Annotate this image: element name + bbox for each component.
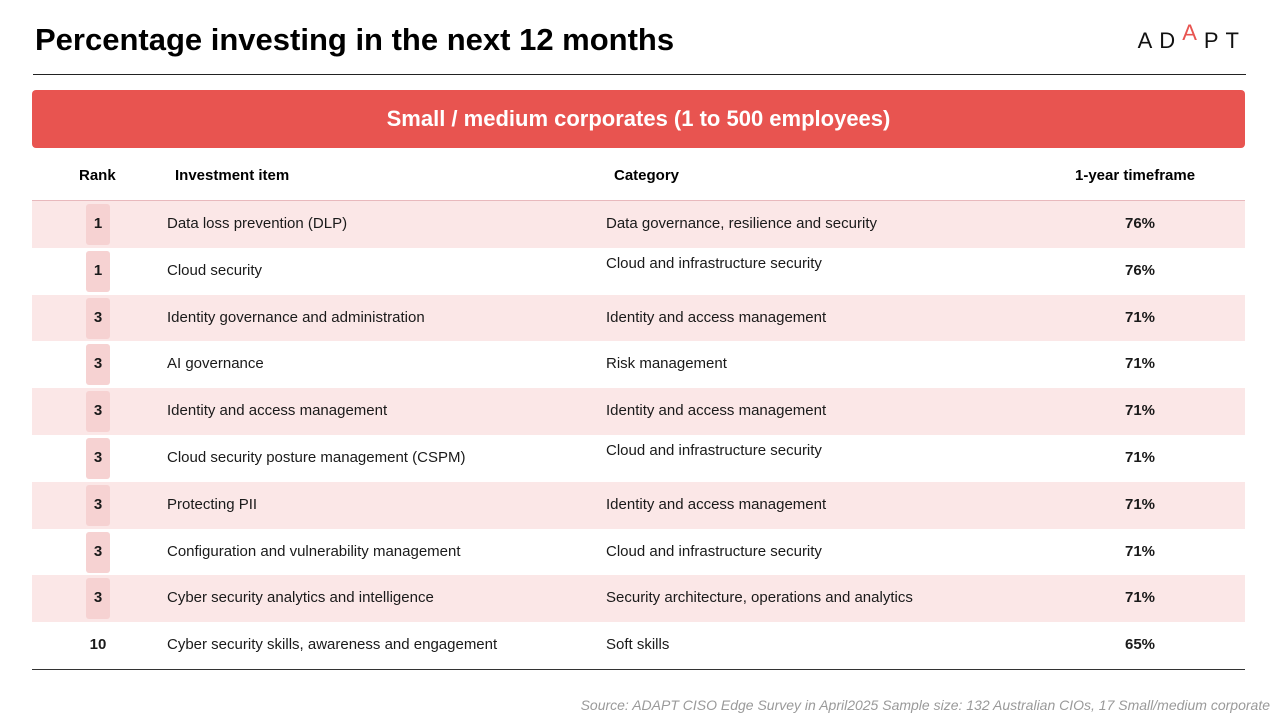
table-row: 10 Cyber security skills, awareness and e… bbox=[32, 622, 1245, 669]
table-row: 3 Identity and access management Identity … bbox=[32, 388, 1245, 435]
rank-cell: 3 bbox=[93, 308, 103, 326]
timeframe-percentage-cell: 71% bbox=[1124, 589, 1156, 607]
segment-banner-label: Small / medium corporates (1 to 500 empl… bbox=[386, 106, 891, 131]
rank-cell: 3 bbox=[93, 355, 103, 373]
rank-cell: 3 bbox=[93, 542, 103, 560]
category-cell: Soft skills bbox=[606, 636, 670, 654]
table-row: 3 AI governance Risk management 71% bbox=[32, 341, 1245, 388]
category-cell: Risk management bbox=[606, 355, 727, 373]
table-row: 3 Cyber security analytics and intelligen… bbox=[32, 575, 1245, 623]
timeframe-percentage-cell: 71% bbox=[1124, 542, 1156, 560]
category-cell: Identity and access management bbox=[606, 402, 827, 420]
category-cell: Cloud and infrastructure security bbox=[606, 542, 822, 560]
logo-text-start: AD bbox=[1137, 28, 1183, 53]
rank-cell: 1 bbox=[93, 215, 103, 232]
title-divider bbox=[33, 74, 1246, 75]
timeframe-percentage-cell: 65% bbox=[1124, 636, 1156, 654]
timeframe-percentage-cell: 76% bbox=[1124, 215, 1156, 232]
source-note: Source: ADAPT CISO Edge Survey in April2… bbox=[580, 697, 1270, 713]
timeframe-percentage-cell: 71% bbox=[1124, 402, 1156, 420]
rank-cell: 3 bbox=[93, 589, 103, 607]
rank-highlight bbox=[86, 297, 110, 339]
column-header-category: Category bbox=[614, 167, 680, 184]
investment-item-cell: Cloud security bbox=[167, 261, 263, 279]
rank-cell: 10 bbox=[89, 636, 107, 654]
investment-item-cell: Configuration and vulnerability manageme… bbox=[167, 542, 461, 560]
category-cell: Identity and access management bbox=[606, 495, 827, 513]
timeframe-percentage-cell: 71% bbox=[1124, 448, 1156, 466]
rank-cell: 3 bbox=[93, 402, 103, 420]
rank-cell: 1 bbox=[93, 261, 103, 279]
table-row: 1 Cloud security Cloud and infrastructure … bbox=[32, 248, 1245, 295]
investment-item-cell: Identity and access management bbox=[167, 402, 388, 420]
table-bottom-divider bbox=[32, 669, 1245, 670]
investment-item-cell: AI governance bbox=[167, 355, 264, 373]
table-row: 3 Protecting PII Identity and access manag… bbox=[32, 481, 1245, 529]
timeframe-percentage-cell: 71% bbox=[1124, 308, 1156, 326]
rank-highlight bbox=[86, 484, 110, 526]
investment-item-cell: Identity governance and administration bbox=[167, 308, 425, 326]
category-cell: Cloud and infrastructure security bbox=[606, 254, 822, 272]
logo-text-end: PT bbox=[1203, 28, 1246, 53]
table-row: 1 Data loss prevention (DLP) Data governan… bbox=[32, 201, 1245, 248]
category-cell: Security architecture, operations and an… bbox=[606, 589, 913, 607]
column-header-item: Investment item bbox=[175, 167, 290, 184]
rank-cell: 3 bbox=[93, 495, 103, 513]
rank-highlight bbox=[86, 344, 110, 386]
column-header-timeframe: 1-year timeframe bbox=[1075, 167, 1196, 184]
rank-highlight bbox=[86, 578, 110, 620]
timeframe-percentage-cell: 71% bbox=[1124, 495, 1156, 513]
category-cell: Data governance, resilience and security bbox=[606, 215, 877, 232]
category-cell: Cloud and infrastructure security bbox=[606, 441, 822, 459]
investment-item-cell: Protecting PII bbox=[167, 495, 258, 513]
rank-cell: 3 bbox=[93, 448, 103, 466]
timeframe-percentage-cell: 71% bbox=[1124, 355, 1156, 373]
investment-item-cell: Cyber security skills, awareness and eng… bbox=[167, 636, 498, 654]
column-header-rank: Rank bbox=[79, 167, 116, 184]
logo-text-raised: A bbox=[1182, 20, 1204, 45]
investment-item-cell: Data loss prevention (DLP) bbox=[167, 215, 348, 232]
timeframe-percentage-cell: 76% bbox=[1124, 261, 1156, 279]
header-divider bbox=[32, 200, 1245, 201]
investment-item-cell: Cyber security analytics and intelligenc… bbox=[167, 589, 434, 607]
rank-highlight bbox=[86, 391, 110, 433]
rank-highlight bbox=[86, 437, 110, 479]
table-header: Rank Investment item Category 1-year tim… bbox=[32, 160, 1245, 200]
rank-highlight bbox=[86, 531, 110, 573]
table-row: 3 Cloud security posture management (CSPM… bbox=[32, 435, 1245, 482]
table-row: 3 Identity governance and administration I… bbox=[32, 294, 1245, 342]
rank-highlight bbox=[86, 204, 110, 245]
table-row: 3 Configuration and vulnerability managem… bbox=[32, 529, 1245, 576]
investment-item-cell: Cloud security posture management (CSPM) bbox=[167, 448, 466, 466]
rank-highlight bbox=[86, 250, 110, 292]
brand-logo: ADAPT bbox=[1137, 20, 1246, 54]
category-cell: Identity and access management bbox=[606, 308, 827, 326]
investment-table-body: 1 Data loss prevention (DLP) Data governan… bbox=[32, 201, 1245, 669]
segment-banner: Small / medium corporates (1 to 500 empl… bbox=[32, 90, 1245, 148]
page-title: Percentage investing in the next 12 mont… bbox=[35, 22, 675, 57]
